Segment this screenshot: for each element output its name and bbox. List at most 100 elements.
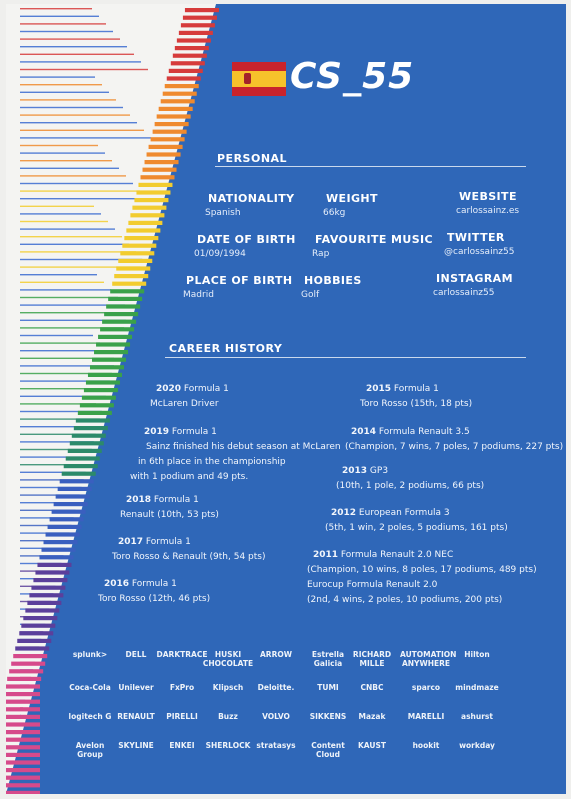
stripe-band [184,8,219,13]
career-entry-series: European Formula 3 [356,508,450,518]
stripe-band [172,53,207,58]
career-entry-line: (5th, 1 win, 2 poles, 5 podiums, 161 pts… [325,523,508,533]
personal-field: NATIONALITY Spanish [205,192,295,218]
career-entry-series: Formula 1 [391,384,439,394]
career-entry-line: with 1 podium and 49 pts. [130,472,249,482]
personal-field-value: 01/09/1994 [194,249,246,259]
stripe-band [94,350,129,355]
stripe-line [20,327,125,329]
personal-field-label: WEIGHT [326,192,378,205]
stripe-band [29,593,64,598]
stripe-line [20,464,88,466]
stripe-line [20,137,151,139]
stripe-band [138,182,173,187]
stripe-band [79,403,114,408]
career-entry-line: (10th, 1 pole, 2 podiums, 66 pts) [336,481,485,491]
stripe-band [168,68,203,73]
career-entry-series: GP3 [367,466,389,476]
stripe-band [108,296,143,301]
stripe-band [37,562,72,567]
stripe-band [156,114,191,119]
stripe-band [176,38,211,43]
sponsor-logo: Hilton [464,650,490,659]
sponsor-logo: logitech G [68,712,112,721]
spain-flag-icon [232,62,286,96]
stripe-band [39,555,74,560]
sponsor-logo: hookit [412,741,440,750]
stripe-band [100,327,135,332]
stripe-band [6,692,40,697]
stripe-line [20,517,74,519]
career-entry-line: Toro Rosso (12th, 46 pts) [98,594,211,604]
stripe-band [21,623,56,628]
stripe-line [20,76,95,78]
stripe-band [6,783,40,788]
stripe-band [102,319,137,324]
stripe-band [6,768,40,773]
stripe-band [120,251,155,256]
career-entry: 2016 Formula 1 Toro Rosso (12th, 46 pts) [98,577,210,607]
career-entry-line: (Champion, 7 wins, 7 poles, 7 podiums, 2… [345,442,564,452]
sponsor-logo: Deloitte. [257,683,295,692]
stripe-band [35,570,70,575]
stripe-band [63,464,98,469]
sponsor-logo: TUMI [317,683,339,692]
personal-field-value: carlossainz55 [433,288,495,298]
stripe-band [6,714,40,719]
stripe-band [182,15,217,20]
stripe-band [92,357,127,362]
career-entry: 2012 European Formula 3 (5th, 1 win, 2 po… [325,506,508,536]
stripe-line [20,479,84,481]
stripe-band [170,61,205,66]
career-entry-heading: 2019 Formula 1 [144,425,341,440]
sponsor-logo: ashurst [461,712,493,721]
career-entry-series: Formula 1 [181,384,229,394]
stripe-band [6,737,40,742]
sponsor-logo: Avelon Group [75,741,105,759]
career-entry-year: 2017 [118,537,144,547]
career-entry: 2015 Formula 1 Toro Rosso (15th, 18 pts) [360,382,472,412]
career-entry: 2019 Formula 1 Sainz finished his debut s… [130,425,341,485]
career-entry: 2011 Formula Renault 2.0 NEC (Champion, 1… [307,548,537,608]
career-entry: 2013 GP3 (10th, 1 pole, 2 podiums, 66 pts… [336,464,484,494]
stripe-line [20,53,134,55]
career-entry-heading: 2012 European Formula 3 [331,506,508,521]
stripe-line [20,266,141,268]
stripe-line [20,372,112,375]
career-entry-line: Toro Rosso (15th, 18 pts) [360,399,473,409]
career-entry-line: (2nd, 4 wins, 2 poles, 10 podiums, 200 p… [307,595,503,605]
stripe-band [75,418,110,423]
career-entry-heading: 2018 Formula 1 [126,493,219,508]
personal-divider [215,166,526,167]
personal-field-value: Madrid [183,290,214,300]
stripe-line [20,456,90,458]
sponsor-logo: AUTOMATION ANYWHERE [400,650,457,668]
stripe-line [20,198,147,200]
stripe-band [136,190,171,195]
stripe-band [6,752,40,757]
sponsor-logo: VOLVO [262,712,290,721]
media-card: CS_55 PERSONAL NATIONALITY Spanish WEIGHT 6… [6,4,566,794]
stripe-line [20,312,129,314]
stripe-band [164,84,199,89]
stripe-line [20,281,104,283]
stripe-line [20,304,125,306]
stripe-band [154,122,189,127]
stripe-line [20,418,100,420]
stripe-band [122,243,157,248]
career-entry-year: 2015 [366,384,392,394]
stripe-band [6,790,40,794]
personal-field: WEBSITE carlossainz.es [456,190,519,216]
stripe-line [20,84,102,86]
personal-field: INSTAGRAM carlossainz55 [433,272,513,298]
stripe-band [53,502,88,507]
stripe-band [114,274,149,279]
stripe-line [20,258,143,261]
career-entry-line: Sainz finished his debut season at McLar… [146,442,341,452]
stripe-band [148,144,183,149]
stripe-band [89,365,124,370]
stripe-band [158,106,193,111]
stripe-line [20,220,108,223]
stripe-line [20,243,129,245]
stripe-band [73,426,108,431]
